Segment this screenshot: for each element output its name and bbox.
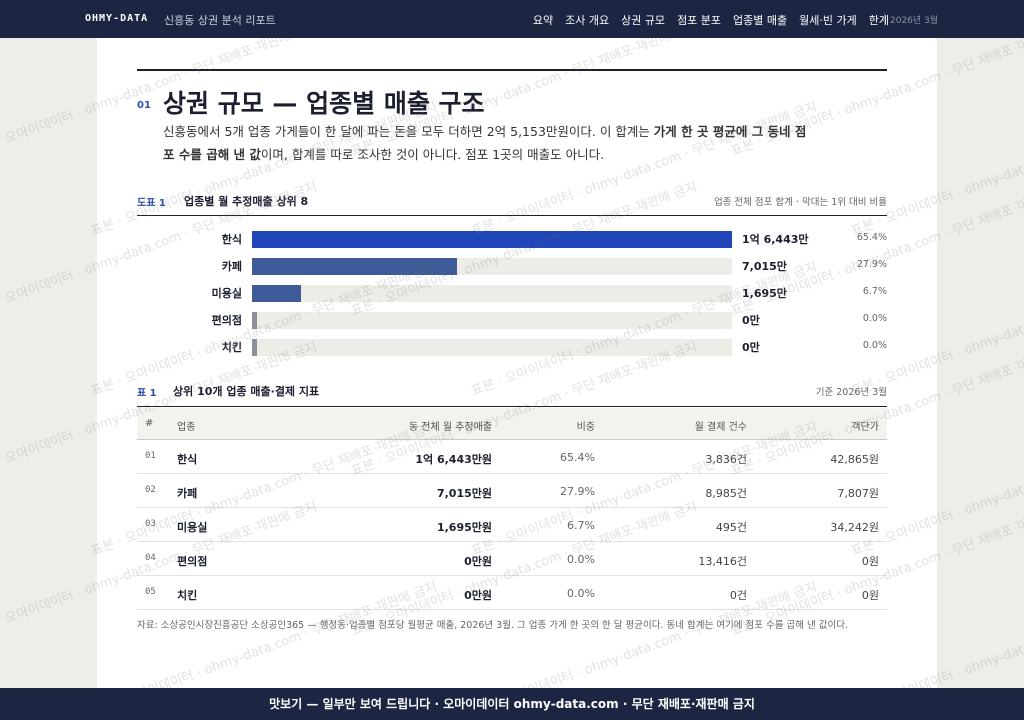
table-header: 객단가 (851, 422, 879, 433)
rule (137, 215, 887, 216)
table: # 업종 동 전체 월 추정매출 비중 월 결제 건수 객단가 01 한식 1억 6,443만원… (137, 408, 887, 611)
value-label: 1억 6,443만 (742, 233, 809, 246)
table-note: 기준 2026년 3월 (815, 387, 887, 398)
rule (137, 69, 887, 71)
bar-label: 미용실 (211, 287, 242, 300)
value-label: 0만 (742, 341, 760, 354)
lead-text: 신흥동에서 5개 업종 가게들이 한 달에 파는 돈을 모두 더하면 2억 5,… (163, 124, 654, 139)
table-row (137, 508, 887, 542)
share-label: 27.9% (856, 259, 887, 270)
table-cell: 1억 6,443만원 (415, 453, 492, 466)
report-card: 01 상권 규모 — 업종별 매출 구조 신흥동에서 5개 업종 가게들이 한 … (97, 38, 937, 688)
bar (252, 338, 257, 356)
bar (252, 230, 732, 248)
table-cell: 7,807원 (837, 487, 879, 500)
table-cell: 8,985건 (705, 487, 747, 500)
figure-title: 업종별 월 추정매출 상위 8 (184, 195, 309, 208)
bar-track (252, 311, 732, 329)
nav-link[interactable]: 조사 개요 (565, 14, 610, 27)
table-cell: 미용실 (177, 521, 208, 534)
section-title: 상권 규모 — 업종별 매출 구조 (163, 89, 485, 118)
table-row (137, 440, 887, 474)
bar (252, 257, 457, 275)
footer-banner: 맛보기 — 일부만 보여 드립니다 · 오마이데이터 ohmy-data.com… (0, 688, 1024, 720)
share-label: 0.0% (862, 340, 887, 351)
table-cell: 02 (145, 485, 156, 495)
bar-track (252, 284, 732, 302)
value-label: 0만 (742, 314, 760, 327)
table-title: 상위 10개 업종 매출·결제 지표 (173, 385, 320, 398)
table-cell: 04 (145, 553, 156, 563)
table-cell: 0.0% (567, 587, 595, 600)
table-cell: 치킨 (177, 589, 198, 602)
nav-subtitle: 신흥동 상권 분석 리포트 (164, 14, 276, 27)
bar-chart: 한식 1억 6,443만 65.4% 카페 7,015만 27.9% 미용실 1,695만 6.… (97, 218, 937, 368)
nav-link[interactable]: 월세·빈 가게 (799, 14, 857, 27)
table-header: # (145, 418, 154, 429)
bar-label: 카페 (221, 260, 242, 273)
rule (137, 406, 887, 407)
table-header: 업종 (177, 422, 196, 433)
table-cell: 0건 (729, 589, 747, 602)
share-label: 6.7% (862, 286, 887, 297)
nav-link[interactable]: 요약 (532, 14, 554, 27)
figure-label: 도표 1 (137, 198, 166, 209)
table-cell: 한식 (177, 453, 198, 466)
table-cell: 0.0% (567, 553, 595, 566)
nav-date: 2026년 3월 (884, 13, 938, 26)
bar-label: 편의점 (211, 314, 242, 327)
table-header-row (137, 408, 887, 440)
table-cell: 34,242원 (830, 521, 879, 534)
bar-label: 치킨 (221, 341, 242, 354)
table-cell: 1,695만원 (436, 521, 492, 534)
source: 자료: 소상공인시장진흥공단 소상공인365 — 행정동·업종별 점포당 월평균… (137, 620, 849, 631)
table-cell: 6.7% (567, 519, 595, 532)
share-label: 65.4% (856, 232, 887, 243)
share-label: 0.0% (862, 313, 887, 324)
bar-track (252, 338, 732, 356)
table-cell: 03 (145, 519, 156, 529)
bar (252, 311, 257, 329)
table-cell: 편의점 (177, 555, 208, 568)
table-row (137, 542, 887, 576)
table-header: 동 전체 월 추정매출 (408, 422, 492, 433)
table-cell: 27.9% (560, 485, 595, 498)
bar (252, 284, 302, 302)
table-cell: 13,416건 (698, 555, 747, 568)
table-row (137, 474, 887, 508)
lead: 신흥동에서 5개 업종 가게들이 한 달에 파는 돈을 모두 더하면 2억 5,… (163, 120, 813, 166)
table-cell: 카페 (177, 487, 198, 500)
table-row (137, 576, 887, 610)
lead-emphasis: 가게 한 곳 평균에 그 동네 점포 수를 곱해 낸 값 (163, 124, 807, 162)
nav-link[interactable]: 업종별 매출 (733, 14, 788, 27)
nav-links: 요약 조사 개요 상권 규모 점포 분포 업종별 매출 월세·빈 가게 한계 (533, 12, 889, 28)
bar-label: 한식 (221, 233, 242, 246)
table-cell: 01 (145, 451, 156, 461)
nav-link[interactable]: 한계 (868, 14, 889, 27)
table-header: 월 결제 건수 (694, 422, 747, 433)
top-nav: OHMY-DATA 신흥동 상권 분석 리포트 요약 조사 개요 상권 규모 점포 분… (0, 0, 1024, 38)
value-label: 7,015만 (742, 260, 787, 273)
table-cell: 7,015만원 (436, 487, 492, 500)
nav-link[interactable]: 점포 분포 (677, 14, 722, 27)
lead-text: 이며, 합계를 따로 조사한 것이 아니다. 점포 1곳의 매출도 아니다. (260, 147, 605, 162)
table-cell: 0원 (861, 589, 879, 602)
table-header: 비중 (576, 422, 595, 433)
table-cell: 0만원 (464, 555, 492, 568)
table-cell: 05 (145, 587, 156, 597)
table-cell: 3,836건 (705, 453, 747, 466)
table-cell: 0원 (861, 555, 879, 568)
table-cell: 0만원 (464, 589, 492, 602)
figure-note: 업종 전체 점포 합계 · 막대는 1위 대비 비율 (713, 197, 887, 208)
value-label: 1,695만 (742, 287, 787, 300)
table-cell: 42,865원 (830, 453, 879, 466)
brand[interactable]: OHMY-DATA (85, 13, 149, 24)
table-cell: 495건 (715, 521, 747, 534)
table-cell: 65.4% (560, 451, 595, 464)
nav-link[interactable]: 상권 규모 (621, 14, 666, 27)
section-number: 01 (137, 100, 151, 111)
table-label: 표 1 (137, 388, 157, 399)
